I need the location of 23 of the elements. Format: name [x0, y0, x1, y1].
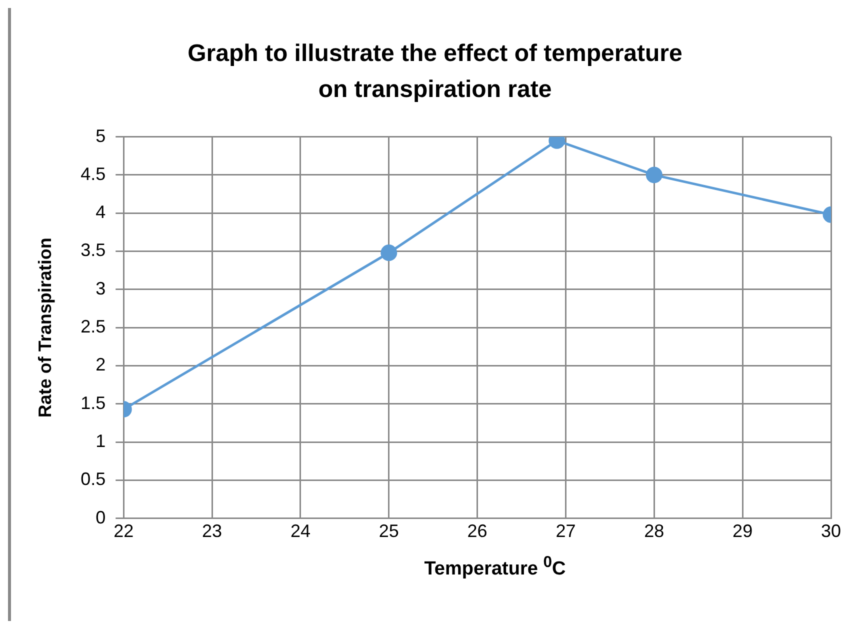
y-tick-label: 4 — [96, 202, 106, 222]
x-axis-title: Temperature $^{0}$C — [423, 554, 567, 580]
y-tick-label: 3 — [96, 278, 106, 298]
y-tick-label: 0 — [96, 507, 106, 528]
x-tick-label: 22 — [114, 521, 134, 542]
x-tick-label: 28 — [644, 521, 664, 542]
y-axis-title: Rate of Transpiration — [34, 238, 55, 418]
y-tick-label: 1.5 — [80, 392, 106, 413]
x-tick-label: 26 — [467, 521, 488, 542]
y-tick-label: 1 — [96, 431, 106, 452]
y-tick-label: 3.5 — [80, 240, 106, 260]
y-tick-label: 2 — [96, 354, 106, 375]
y-tick-label: 5 — [96, 126, 106, 146]
x-tick-label: 27 — [556, 521, 576, 542]
y-tick-label: 0.5 — [80, 469, 106, 490]
x-tick-label: 23 — [202, 521, 222, 542]
x-tick-label: 24 — [290, 521, 310, 542]
x-tick-label: 29 — [732, 521, 753, 542]
x-tick-label: 30 — [820, 521, 842, 542]
y-tick-label: 2.5 — [80, 316, 106, 337]
y-tick-label: 4.5 — [80, 164, 106, 184]
chart-title: Graph to illustrate the effect of temperature on transpiration rate — [186, 39, 684, 105]
x-tick-label: 25 — [378, 521, 399, 542]
